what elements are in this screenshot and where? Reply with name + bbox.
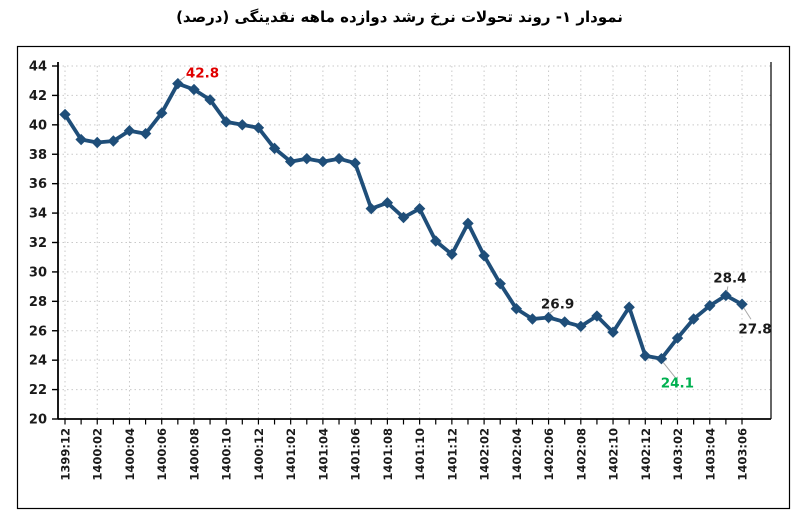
x-axis-label: 1401:02 <box>284 428 298 481</box>
data-point-marker <box>365 202 377 215</box>
x-axis-label: 1403:04 <box>703 428 717 481</box>
x-axis-label: 1403:02 <box>671 428 685 481</box>
y-axis-label: 26 <box>29 324 47 339</box>
y-axis-label: 42 <box>29 89 47 104</box>
x-axis-label: 1400:12 <box>252 428 266 481</box>
y-axis-label: 28 <box>29 295 47 310</box>
data-point-marker <box>75 133 87 146</box>
data-point-marker <box>655 352 668 365</box>
data-point-marker <box>478 250 490 262</box>
data-point-marker <box>623 301 635 313</box>
x-axis-label: 1400:04 <box>123 428 137 481</box>
annotation-leader-line <box>726 286 729 292</box>
data-point-marker <box>462 217 474 230</box>
x-axis-label: 1402:04 <box>510 428 524 481</box>
x-axis-label: 1402:12 <box>639 428 653 481</box>
data-label-28-4: 28.4 <box>713 270 746 286</box>
data-point-marker <box>220 116 232 128</box>
data-point-marker <box>381 197 394 209</box>
data-point-marker <box>397 211 410 224</box>
data-point-marker <box>558 316 571 328</box>
data-label-24-1: 24.1 <box>661 376 694 392</box>
data-point-marker <box>123 125 136 137</box>
data-point-marker <box>704 300 716 312</box>
data-point-marker <box>301 152 313 165</box>
data-point-marker <box>317 155 329 168</box>
data-label-27-8: 27.8 <box>738 321 771 337</box>
y-axis-label: 38 <box>29 148 47 163</box>
y-axis-label: 24 <box>29 354 47 369</box>
x-axis-label: 1402:02 <box>478 428 492 481</box>
y-axis-label: 20 <box>29 413 47 428</box>
x-axis-label: 1401:10 <box>413 428 427 481</box>
x-axis-label: 1402:08 <box>574 428 588 481</box>
data-point-marker <box>156 107 168 119</box>
x-axis-label: 1400:06 <box>155 428 169 481</box>
data-point-marker <box>268 142 281 155</box>
data-point-marker <box>252 122 265 134</box>
chart-outer-frame <box>16 45 791 510</box>
data-point-marker <box>172 77 184 90</box>
data-point-marker <box>349 157 361 169</box>
data-point-marker <box>736 298 748 310</box>
data-point-marker <box>671 332 684 344</box>
data-point-marker <box>413 202 426 215</box>
data-point-marker <box>510 302 523 315</box>
data-point-marker <box>526 313 539 325</box>
data-point-marker <box>607 326 619 338</box>
data-point-marker <box>542 311 555 324</box>
data-point-marker <box>575 320 587 333</box>
data-point-marker <box>591 310 603 322</box>
x-axis-label: 1400:10 <box>220 428 234 481</box>
data-point-marker <box>494 277 506 290</box>
data-point-marker <box>639 350 651 362</box>
x-axis-label: 1401:06 <box>349 428 363 481</box>
y-axis-label: 22 <box>29 383 47 398</box>
x-axis-label: 1400:02 <box>91 428 105 481</box>
y-axis-label: 40 <box>29 118 47 133</box>
x-axis-label: 1401:08 <box>381 428 395 481</box>
data-point-marker <box>446 248 458 260</box>
data-point-marker <box>107 135 120 147</box>
data-label-42-8: 42.8 <box>186 66 219 82</box>
y-axis-label: 34 <box>29 207 47 222</box>
x-axis-label: 1399:12 <box>59 428 73 481</box>
data-point-marker <box>333 152 345 165</box>
x-axis-label: 1401:04 <box>316 428 330 481</box>
y-axis-label: 44 <box>29 60 47 75</box>
annotation-leader-line <box>549 309 555 314</box>
data-point-marker <box>720 289 732 302</box>
annotation-leader-line <box>743 308 752 320</box>
x-axis-label: 1400:08 <box>187 428 201 481</box>
x-axis-label: 1403:06 <box>736 428 750 481</box>
data-point-marker <box>59 108 71 121</box>
data-label-26-9: 26.9 <box>541 297 574 313</box>
annotation-leader-line <box>179 76 186 82</box>
data-point-marker <box>91 136 103 149</box>
x-axis-label: 1402:10 <box>607 428 621 481</box>
y-axis-label: 30 <box>29 265 47 280</box>
data-point-marker <box>139 127 152 140</box>
data-point-marker <box>236 119 249 131</box>
data-point-marker <box>204 94 216 106</box>
y-axis-label: 36 <box>29 177 47 192</box>
x-axis-label: 1402:06 <box>542 428 556 481</box>
data-point-marker <box>430 235 442 247</box>
data-point-marker <box>188 83 200 96</box>
data-point-marker <box>284 155 297 168</box>
data-point-marker <box>687 313 700 325</box>
annotation-leader-line <box>663 362 676 379</box>
x-axis-label: 1401:12 <box>445 428 459 481</box>
y-axis-label: 32 <box>29 236 47 251</box>
chart-title: نمودار ۱- روند تحولات نرخ رشد دوازده ماه… <box>176 8 623 26</box>
